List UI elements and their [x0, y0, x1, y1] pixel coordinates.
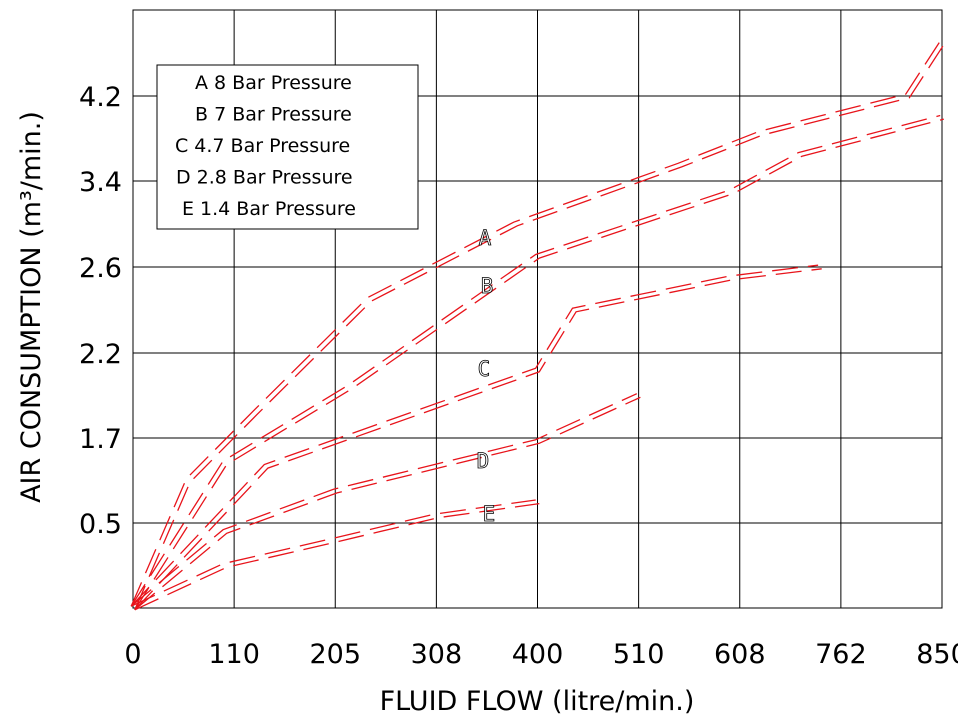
series-line: [134, 44, 945, 611]
legend-entry: E 1.4 Bar Pressure: [182, 198, 356, 220]
series-b: [130, 114, 944, 611]
series-line: [130, 114, 941, 607]
legend-entry: D 2.8 Bar Pressure: [176, 167, 353, 189]
x-axis-ticks: 0 110 205 308 400 510 608 762 850: [124, 639, 958, 670]
series-line: [130, 264, 819, 607]
series-line: [134, 502, 540, 611]
legend-box: [156, 64, 419, 230]
legend-entry: A 8 Bar Pressure: [195, 72, 352, 94]
series-a: [130, 40, 945, 611]
legend-entry: C 4.7 Bar Pressure: [175, 135, 350, 157]
y-axis-ticks: 0.5 1.7 2.2 2.6 3.4 4.2: [79, 82, 122, 540]
curves: [130, 40, 945, 611]
x-tick-label: 850: [916, 639, 958, 670]
y-tick-label: 3.4: [79, 167, 122, 198]
series-d: [130, 393, 641, 611]
y-tick-label: 4.2: [79, 82, 122, 113]
x-tick-label: 608: [714, 639, 766, 670]
x-tick-label: 400: [512, 639, 564, 670]
series-line: [130, 393, 638, 607]
curve-labels: AB C D E: [476, 226, 496, 527]
series-line: [134, 268, 822, 611]
x-axis-title: FLUID FLOW (litre/min.): [380, 686, 695, 717]
x-tick-label: 762: [815, 639, 867, 670]
series-line: [130, 40, 941, 607]
x-tick-label: 308: [411, 639, 463, 670]
y-tick-label: 0.5: [79, 509, 122, 540]
y-tick-label: 1.7: [79, 424, 122, 455]
series-c: [130, 264, 822, 611]
curve-label: C: [478, 357, 491, 381]
x-tick-label: 110: [208, 639, 260, 670]
x-tick-label: 0: [124, 639, 141, 670]
curve-label: D: [477, 449, 490, 473]
x-tick-label: 205: [309, 639, 361, 670]
x-tick-label: 510: [613, 639, 665, 670]
legend: A 8 Bar Pressure B 7 Bar Pressure C 4.7 Ba…: [156, 64, 419, 230]
y-axis-title: AIR CONSUMPTION (m³/min.): [16, 111, 47, 503]
curve-label: B: [481, 274, 494, 298]
y-tick-label: 2.2: [79, 339, 122, 370]
series-line: [130, 499, 536, 607]
series-line: [134, 396, 641, 611]
y-tick-label: 2.6: [79, 253, 122, 284]
series-line: [134, 118, 944, 611]
legend-entry: B 7 Bar Pressure: [195, 104, 352, 126]
curve-label: A: [479, 226, 492, 250]
curve-label: E: [483, 502, 496, 526]
